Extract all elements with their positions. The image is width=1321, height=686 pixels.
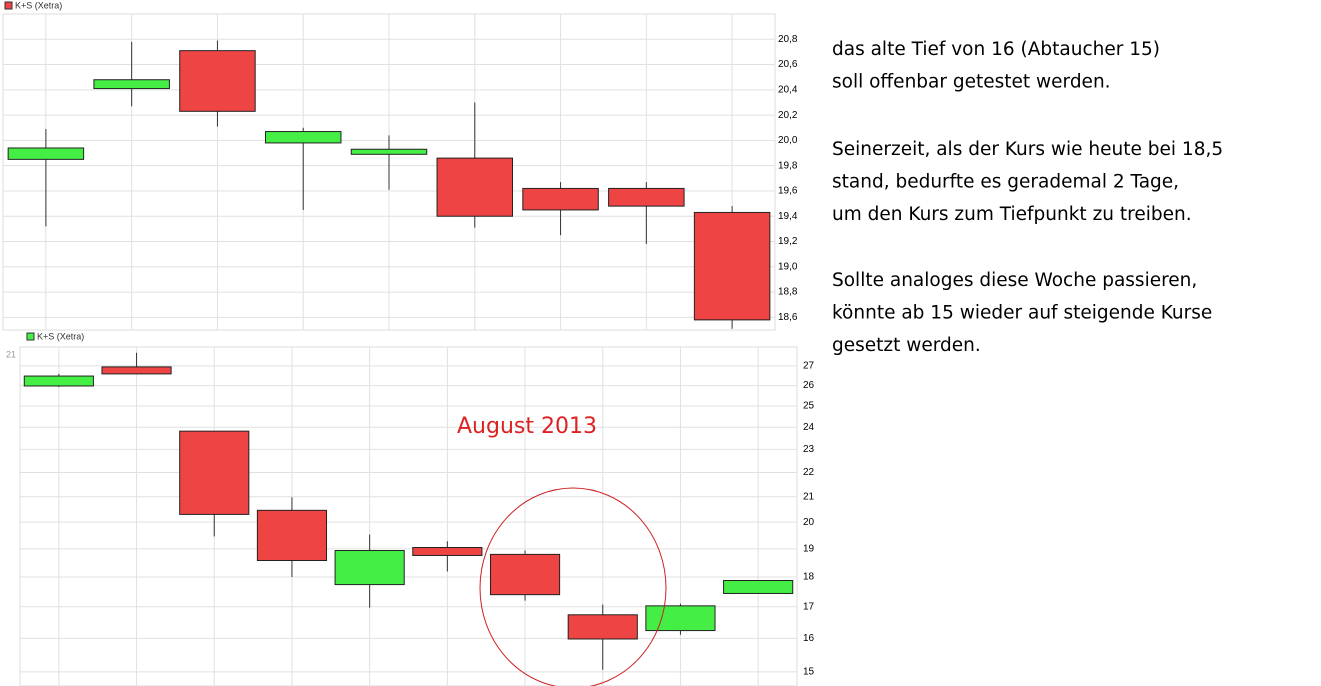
legend-swatch bbox=[26, 332, 35, 341]
y-tick-label: 18 bbox=[803, 572, 815, 583]
y-tick-label: 18,8 bbox=[778, 287, 798, 298]
candle-body bbox=[608, 187, 685, 207]
y-tick-label: 22 bbox=[803, 467, 815, 478]
annotation: August 2013 bbox=[457, 414, 597, 439]
y-tick-label: 17 bbox=[803, 601, 815, 612]
candle-body bbox=[7, 147, 85, 160]
y-tick-label: 15 bbox=[803, 667, 815, 678]
candle-body bbox=[522, 187, 599, 211]
y-tick-label: 20,0 bbox=[778, 135, 798, 146]
y-tick-label: 19,4 bbox=[778, 211, 798, 222]
note-line: gesetzt werden. bbox=[832, 335, 981, 356]
y-tick-label: 27 bbox=[803, 361, 815, 372]
candle-body bbox=[264, 131, 342, 144]
candle-body bbox=[179, 430, 250, 515]
y-tick-label: 26 bbox=[803, 380, 815, 391]
legend-label: K+S (Xetra) bbox=[15, 0, 62, 10]
legend-label: K+S (Xetra) bbox=[37, 331, 84, 341]
y-tick-label: 19,6 bbox=[778, 186, 798, 197]
note-line: stand, bedurfte es gerademal 2 Tage, bbox=[832, 172, 1179, 193]
candle-body bbox=[23, 375, 94, 387]
highlight-circle bbox=[479, 487, 667, 686]
y-tick-label: 21 bbox=[803, 491, 815, 502]
candle-body bbox=[489, 553, 561, 596]
y-tick-label: 19,2 bbox=[778, 236, 798, 247]
note-line: soll offenbar getestet werden. bbox=[832, 72, 1111, 93]
candle-body bbox=[567, 614, 638, 640]
note-line: Sollte analoges diese Woche passieren, bbox=[832, 270, 1197, 291]
legend-swatch bbox=[4, 1, 13, 10]
candle-body bbox=[101, 366, 172, 375]
note-line: Seinerzeit, als der Kurs wie heute bei 1… bbox=[832, 139, 1223, 160]
candle-body bbox=[93, 79, 170, 90]
candle-body bbox=[436, 157, 514, 217]
y-tick-label: 20,8 bbox=[778, 34, 798, 45]
y-tick-label: 16 bbox=[803, 633, 815, 644]
y-tick-label: 20,2 bbox=[778, 110, 798, 121]
candle-body bbox=[350, 148, 428, 155]
candle-body bbox=[645, 605, 716, 632]
candle-body bbox=[723, 579, 794, 594]
candle-body bbox=[256, 509, 328, 562]
note-line: um den Kurs zum Tiefpunkt zu treiben. bbox=[832, 204, 1192, 225]
y-tick-label: 19 bbox=[803, 544, 815, 555]
y-tick-label: 19,8 bbox=[778, 160, 798, 171]
y-tick-label: 25 bbox=[803, 401, 815, 412]
y-tick-label: 20,6 bbox=[778, 59, 798, 70]
y-tick-label: 24 bbox=[803, 422, 815, 433]
candle-body bbox=[412, 546, 483, 556]
note-line: das alte Tief von 16 (Abtaucher 15) bbox=[832, 39, 1160, 60]
y-tick-label: 23 bbox=[803, 444, 815, 455]
note-line: könnte ab 15 wieder auf steigende Kurse bbox=[832, 303, 1212, 324]
y-tick-label: 19,0 bbox=[778, 261, 798, 272]
candle-body bbox=[334, 550, 405, 586]
y-tick-label: 18,6 bbox=[778, 312, 798, 323]
corner-label: 21 bbox=[6, 349, 16, 359]
candle-body bbox=[693, 211, 771, 321]
candle-body bbox=[179, 50, 256, 112]
y-tick-label: 20,4 bbox=[778, 84, 798, 95]
y-tick-label: 20 bbox=[803, 517, 815, 528]
